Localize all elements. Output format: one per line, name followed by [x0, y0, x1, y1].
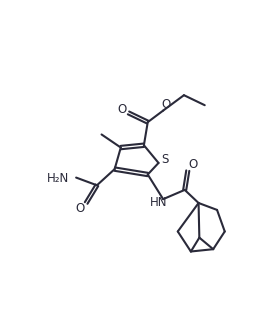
- Text: O: O: [118, 103, 127, 115]
- Text: S: S: [161, 153, 168, 166]
- Text: HN: HN: [150, 197, 167, 209]
- Text: H₂N: H₂N: [47, 172, 69, 185]
- Text: O: O: [75, 202, 85, 215]
- Text: O: O: [189, 158, 198, 171]
- Text: O: O: [162, 98, 171, 111]
